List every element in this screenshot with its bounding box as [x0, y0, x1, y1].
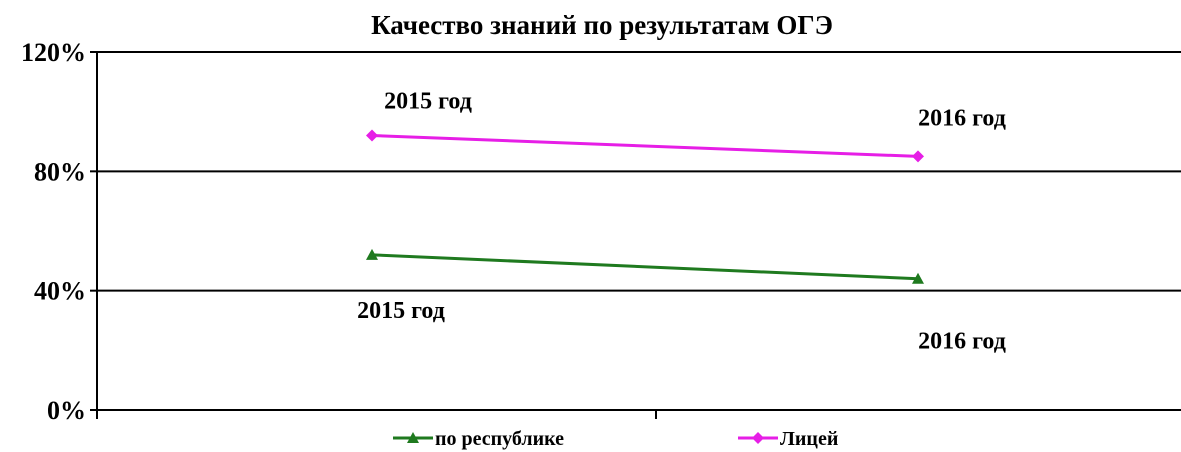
- legend-label: Лицей: [780, 428, 838, 450]
- triangle-marker: [366, 248, 378, 260]
- diamond-marker: [912, 150, 924, 163]
- y-tick-label: 80%: [34, 157, 86, 186]
- series-2: 2015 год 2016 год: [366, 89, 1006, 163]
- series-layer: 2015 год 2016 год 2015 год 2016 год: [357, 89, 1006, 355]
- series-line: [371, 134, 919, 158]
- data-point-label: 2015 год: [384, 89, 472, 115]
- y-axis: 0% 40% 80% 120%: [21, 38, 98, 425]
- data-point-label: 2015 год: [357, 298, 445, 324]
- triangle-marker: [912, 272, 924, 284]
- y-tick-label: 0%: [47, 396, 86, 425]
- legend: по республике Лицей: [393, 428, 838, 450]
- series-line: [371, 253, 919, 281]
- x-axis: [96, 409, 1181, 419]
- series-1: 2015 год 2016 год: [357, 248, 1006, 355]
- diamond-marker: [752, 432, 764, 444]
- triangle-marker: [407, 432, 419, 443]
- chart-title: Качество знаний по результатам ОГЭ: [371, 10, 833, 40]
- legend-label: по республике: [435, 428, 564, 450]
- legend-item-1: по республике: [393, 428, 564, 450]
- y-tick-label: 120%: [21, 38, 86, 67]
- y-tick-label: 40%: [34, 277, 86, 306]
- plot-area: [97, 51, 1181, 411]
- legend-item-2: Лицей: [738, 428, 838, 450]
- diamond-marker: [366, 129, 378, 142]
- data-point-label: 2016 год: [918, 105, 1006, 131]
- data-point-label: 2016 год: [918, 329, 1006, 355]
